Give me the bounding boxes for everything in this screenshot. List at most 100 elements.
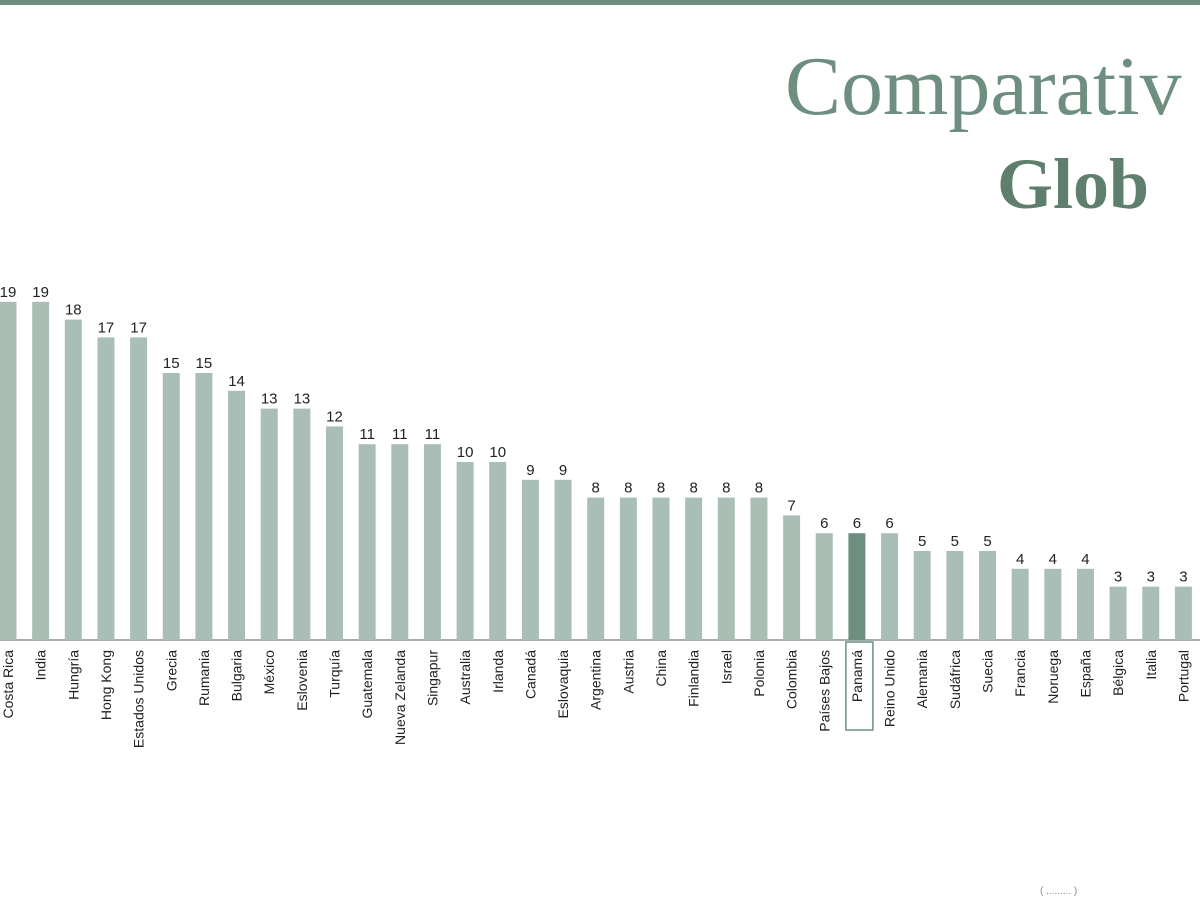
category-label: Finlandia	[686, 650, 702, 707]
data-label: 4	[1081, 551, 1089, 568]
data-label: 4	[1049, 551, 1057, 568]
bar	[162, 373, 180, 640]
category-label: Eslovaquia	[555, 650, 571, 719]
category-label: Argentina	[588, 650, 604, 710]
data-label: 15	[163, 355, 180, 372]
data-label: 6	[853, 515, 861, 532]
category-label: Canadá	[522, 650, 538, 699]
data-label: 8	[755, 480, 763, 497]
data-label: 14	[228, 373, 245, 390]
bar	[1142, 586, 1160, 640]
data-label: 13	[294, 391, 311, 408]
category-label: Eslovenia	[294, 650, 310, 711]
bar	[489, 462, 507, 640]
category-label: Grecia	[163, 650, 179, 691]
data-label: 8	[657, 480, 665, 497]
category-label: Sudáfrica	[947, 650, 963, 709]
data-label: 12	[326, 408, 343, 425]
bar	[815, 533, 833, 640]
data-label: 8	[592, 480, 600, 497]
chart-title: Comparativ	[785, 40, 1182, 133]
data-label: 8	[722, 480, 730, 497]
data-label: 5	[951, 533, 959, 550]
bar	[1044, 568, 1062, 640]
data-label: 5	[918, 533, 926, 550]
data-label: 4	[1016, 551, 1024, 568]
data-label: 5	[983, 533, 991, 550]
bar	[0, 301, 17, 640]
bar	[1174, 586, 1192, 640]
bar	[750, 497, 768, 640]
data-label: 3	[1147, 569, 1155, 586]
data-label: 7	[787, 497, 795, 514]
data-label: 9	[526, 462, 534, 479]
bar	[64, 319, 82, 640]
top-rule	[0, 0, 1200, 5]
category-label: Guatemala	[359, 650, 375, 719]
bar	[195, 373, 213, 640]
bar	[521, 479, 539, 640]
category-label: India	[33, 650, 49, 681]
highlight-box	[845, 641, 874, 731]
bar	[783, 515, 801, 640]
category-label: Bélgica	[1110, 650, 1126, 696]
bar	[358, 444, 376, 640]
category-label: Australia	[457, 650, 473, 705]
data-label: 10	[489, 444, 506, 461]
chart-subtitle: Glob	[997, 144, 1150, 224]
category-label: Costa Rica	[0, 650, 16, 719]
category-label: Noruega	[1045, 650, 1061, 704]
data-label: 11	[392, 426, 408, 443]
data-label: 8	[689, 480, 697, 497]
data-label: 11	[359, 426, 375, 443]
data-label: 17	[130, 319, 147, 336]
category-label: Italia	[1143, 650, 1159, 680]
category-label: Irlanda	[490, 650, 506, 693]
bar	[848, 533, 866, 640]
bar	[130, 337, 148, 640]
category-label: Turquía	[327, 650, 343, 698]
bar	[423, 444, 441, 640]
data-label: 13	[261, 391, 278, 408]
category-label: México	[261, 650, 277, 695]
category-label: España	[1077, 650, 1093, 698]
bar	[685, 497, 703, 640]
data-label: 10	[457, 444, 474, 461]
data-label: 15	[196, 355, 213, 372]
data-label: 18	[65, 302, 82, 319]
category-label: Colombia	[784, 650, 800, 709]
bar	[979, 551, 996, 640]
bar	[456, 462, 474, 640]
bar	[260, 408, 278, 640]
data-label: 8	[624, 480, 632, 497]
category-label: Polonia	[751, 650, 767, 697]
category-label: Portugal	[1175, 650, 1191, 702]
category-label: Nueva Zelanda	[392, 650, 408, 745]
data-label: 19	[0, 284, 16, 301]
category-label: Panamá	[849, 650, 865, 702]
category-label: Estados Unidos	[131, 650, 147, 748]
bar	[652, 497, 670, 640]
data-label: 11	[425, 426, 441, 443]
bar	[32, 301, 50, 640]
bar	[554, 479, 572, 640]
category-label: Suecia	[980, 650, 996, 693]
bar	[717, 497, 735, 640]
bar	[97, 337, 115, 640]
data-label: 3	[1179, 569, 1187, 586]
category-label: Francia	[1012, 650, 1028, 697]
category-label: Israel	[718, 650, 734, 684]
category-label: Singapur	[424, 650, 440, 706]
bar	[619, 497, 637, 640]
bar	[587, 497, 605, 640]
data-label: 3	[1114, 569, 1122, 586]
bar	[326, 426, 343, 640]
category-label: Reino Unido	[882, 650, 898, 727]
category-label: Alemania	[914, 650, 930, 709]
bar	[228, 390, 246, 640]
data-label: 6	[885, 515, 893, 532]
data-label: 9	[559, 462, 567, 479]
category-label: Bulgaria	[229, 650, 245, 702]
category-label: Hong Kong	[98, 650, 114, 720]
